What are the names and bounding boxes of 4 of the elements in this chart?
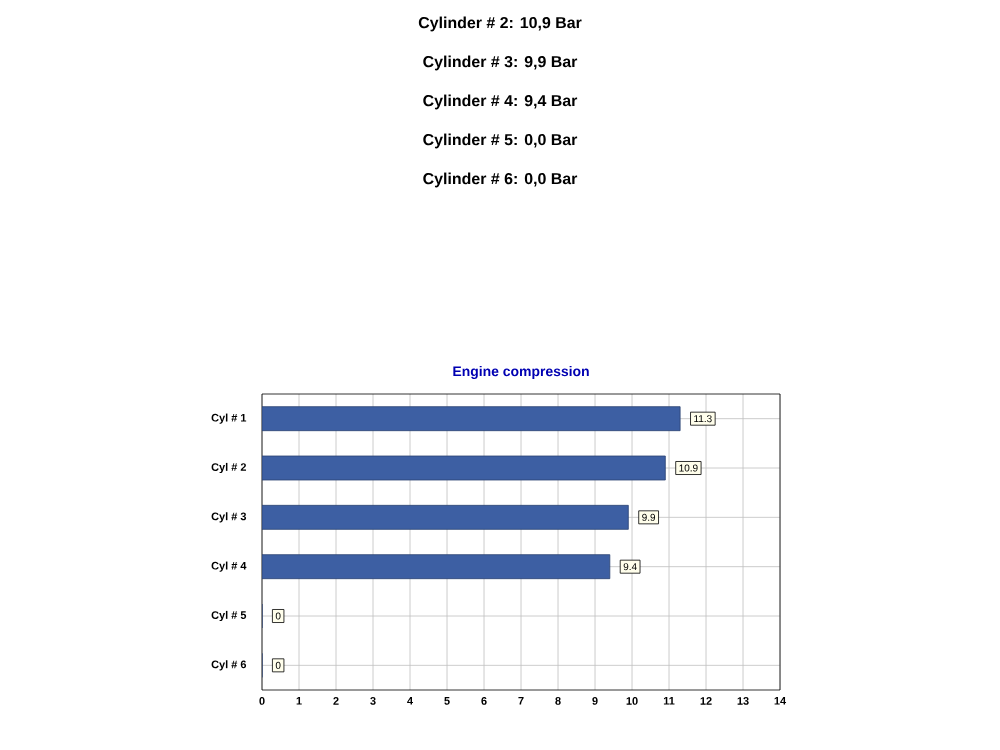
bar [262, 406, 681, 432]
bar [262, 504, 629, 530]
bar [262, 554, 611, 580]
bar [262, 455, 666, 481]
